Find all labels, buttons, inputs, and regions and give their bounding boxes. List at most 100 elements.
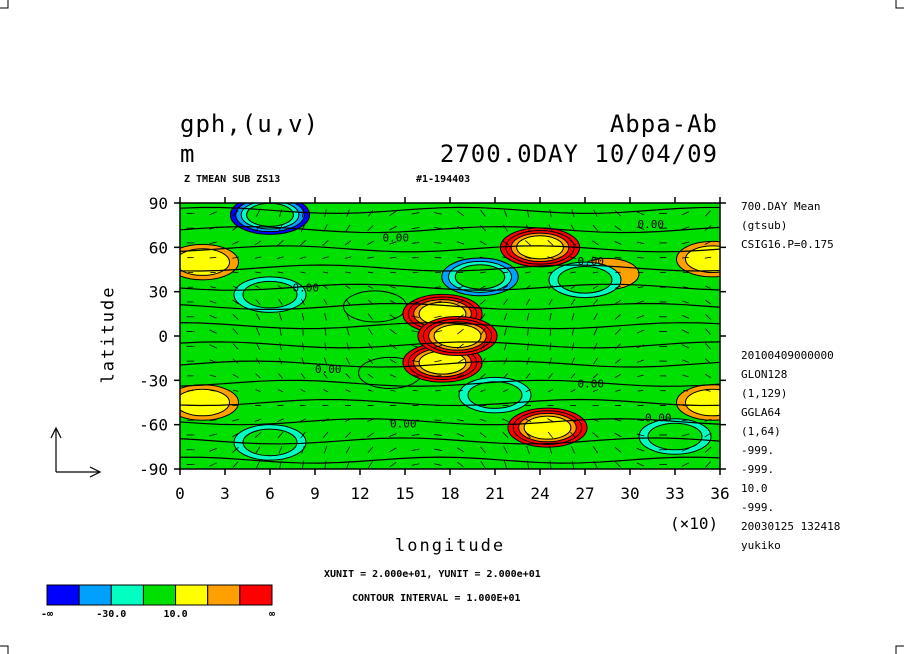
wind-vector	[571, 342, 575, 351]
side-info-bottom-line-2: (1,129)	[741, 387, 788, 400]
wind-vector	[526, 445, 530, 454]
side-info-top-line-2: CSIG16.P=0.175	[741, 238, 834, 251]
wind-vector	[322, 431, 329, 439]
wind-vector	[549, 209, 552, 218]
wind-vector	[367, 446, 374, 454]
wind-vector	[412, 375, 419, 377]
wind-vector	[322, 285, 329, 290]
experiment-title: Abpa-Ab	[609, 110, 718, 138]
wind-vector	[302, 460, 304, 469]
wind-vector	[615, 389, 621, 392]
wind-vector	[345, 299, 351, 305]
wind-vector	[571, 313, 575, 321]
colorbar-label: -30.0	[96, 609, 126, 620]
wind-vector	[636, 359, 645, 363]
wind-vector	[457, 210, 464, 216]
wind-vector	[323, 445, 328, 454]
wind-vector	[344, 256, 352, 259]
wind-vector	[457, 300, 464, 304]
wind-vector	[232, 256, 239, 259]
side-info-bottom-line-6: -999.	[741, 463, 775, 476]
wind-vector	[480, 299, 486, 305]
wind-vector	[479, 240, 487, 246]
wind-vector	[637, 286, 644, 289]
wind-vector	[232, 418, 239, 422]
wind-vector	[277, 431, 284, 439]
x-tick-label: 15	[395, 484, 414, 503]
wind-vector	[456, 433, 465, 437]
wind-vector	[322, 240, 329, 246]
wind-vector	[232, 373, 239, 378]
x-tick-label: 21	[485, 484, 504, 503]
wind-vector	[615, 373, 621, 378]
wind-vector	[390, 389, 396, 392]
wind-vector	[636, 329, 645, 334]
y-tick-label: -60	[139, 416, 168, 435]
colorbar-swatch-3	[142, 584, 177, 606]
contour-line-8	[180, 302, 720, 311]
wind-vector	[232, 271, 239, 274]
wind-vector	[232, 328, 239, 335]
wind-vector	[434, 301, 442, 303]
wind-vector	[434, 330, 442, 333]
contour-label: 0.00	[315, 363, 342, 376]
wind-vector	[614, 299, 622, 305]
field-band-11-1	[647, 422, 703, 451]
wind-vector	[526, 313, 530, 321]
wind-vector	[209, 300, 217, 304]
wind-vector	[480, 373, 486, 379]
wind-vector	[277, 256, 284, 259]
field-band-8-1	[557, 266, 613, 294]
contour-line-10	[180, 264, 720, 272]
wind-vector	[502, 271, 509, 274]
wind-vector	[681, 226, 690, 230]
wind-vector	[705, 328, 711, 335]
wind-vector	[682, 374, 689, 378]
wind-vector	[367, 313, 374, 321]
contour-line-4	[180, 379, 720, 387]
wind-vector	[209, 329, 217, 334]
wind-vector	[681, 433, 690, 437]
wind-vector	[705, 271, 711, 274]
wind-vector	[324, 460, 327, 469]
wind-vector	[367, 358, 374, 365]
wind-vector	[480, 461, 486, 469]
wind-vector	[277, 389, 284, 393]
wind-vector	[301, 445, 305, 454]
contour-line-12	[180, 226, 720, 234]
wind-vector	[682, 286, 689, 289]
wind-vector	[434, 242, 442, 244]
side-info-top-line-0: 700.DAY Mean	[741, 200, 821, 213]
wind-vector	[254, 418, 262, 422]
wind-vector	[547, 431, 554, 439]
wind-vector	[681, 314, 690, 319]
wind-vector	[255, 209, 261, 218]
wind-vector	[323, 298, 328, 306]
wind-vector	[547, 271, 554, 274]
contour-lines	[180, 206, 720, 464]
wind-vector	[571, 327, 575, 336]
wind-vector	[480, 389, 486, 392]
wind-vector	[232, 446, 239, 453]
wind-vector	[457, 343, 464, 350]
units-footer: XUNIT = 2.000e+01, YUNIT = 2.000e+01	[324, 569, 541, 580]
wind-vector	[300, 389, 306, 393]
contour-label: 0.00	[638, 218, 665, 231]
wind-vector	[704, 256, 712, 259]
wind-vector	[570, 298, 576, 306]
wind-vector	[300, 224, 306, 232]
wind-vector	[254, 432, 262, 438]
wind-vector	[480, 209, 486, 217]
wind-vector	[569, 256, 577, 259]
wind-vector	[570, 389, 576, 393]
contour-line-13	[180, 206, 720, 214]
wind-vector	[411, 345, 420, 348]
wind-vector	[255, 299, 261, 305]
wind-vector	[681, 344, 690, 349]
wind-vector	[502, 389, 509, 393]
wind-vector	[682, 300, 689, 304]
wind-vector	[503, 224, 508, 232]
wind-vector	[503, 299, 508, 306]
